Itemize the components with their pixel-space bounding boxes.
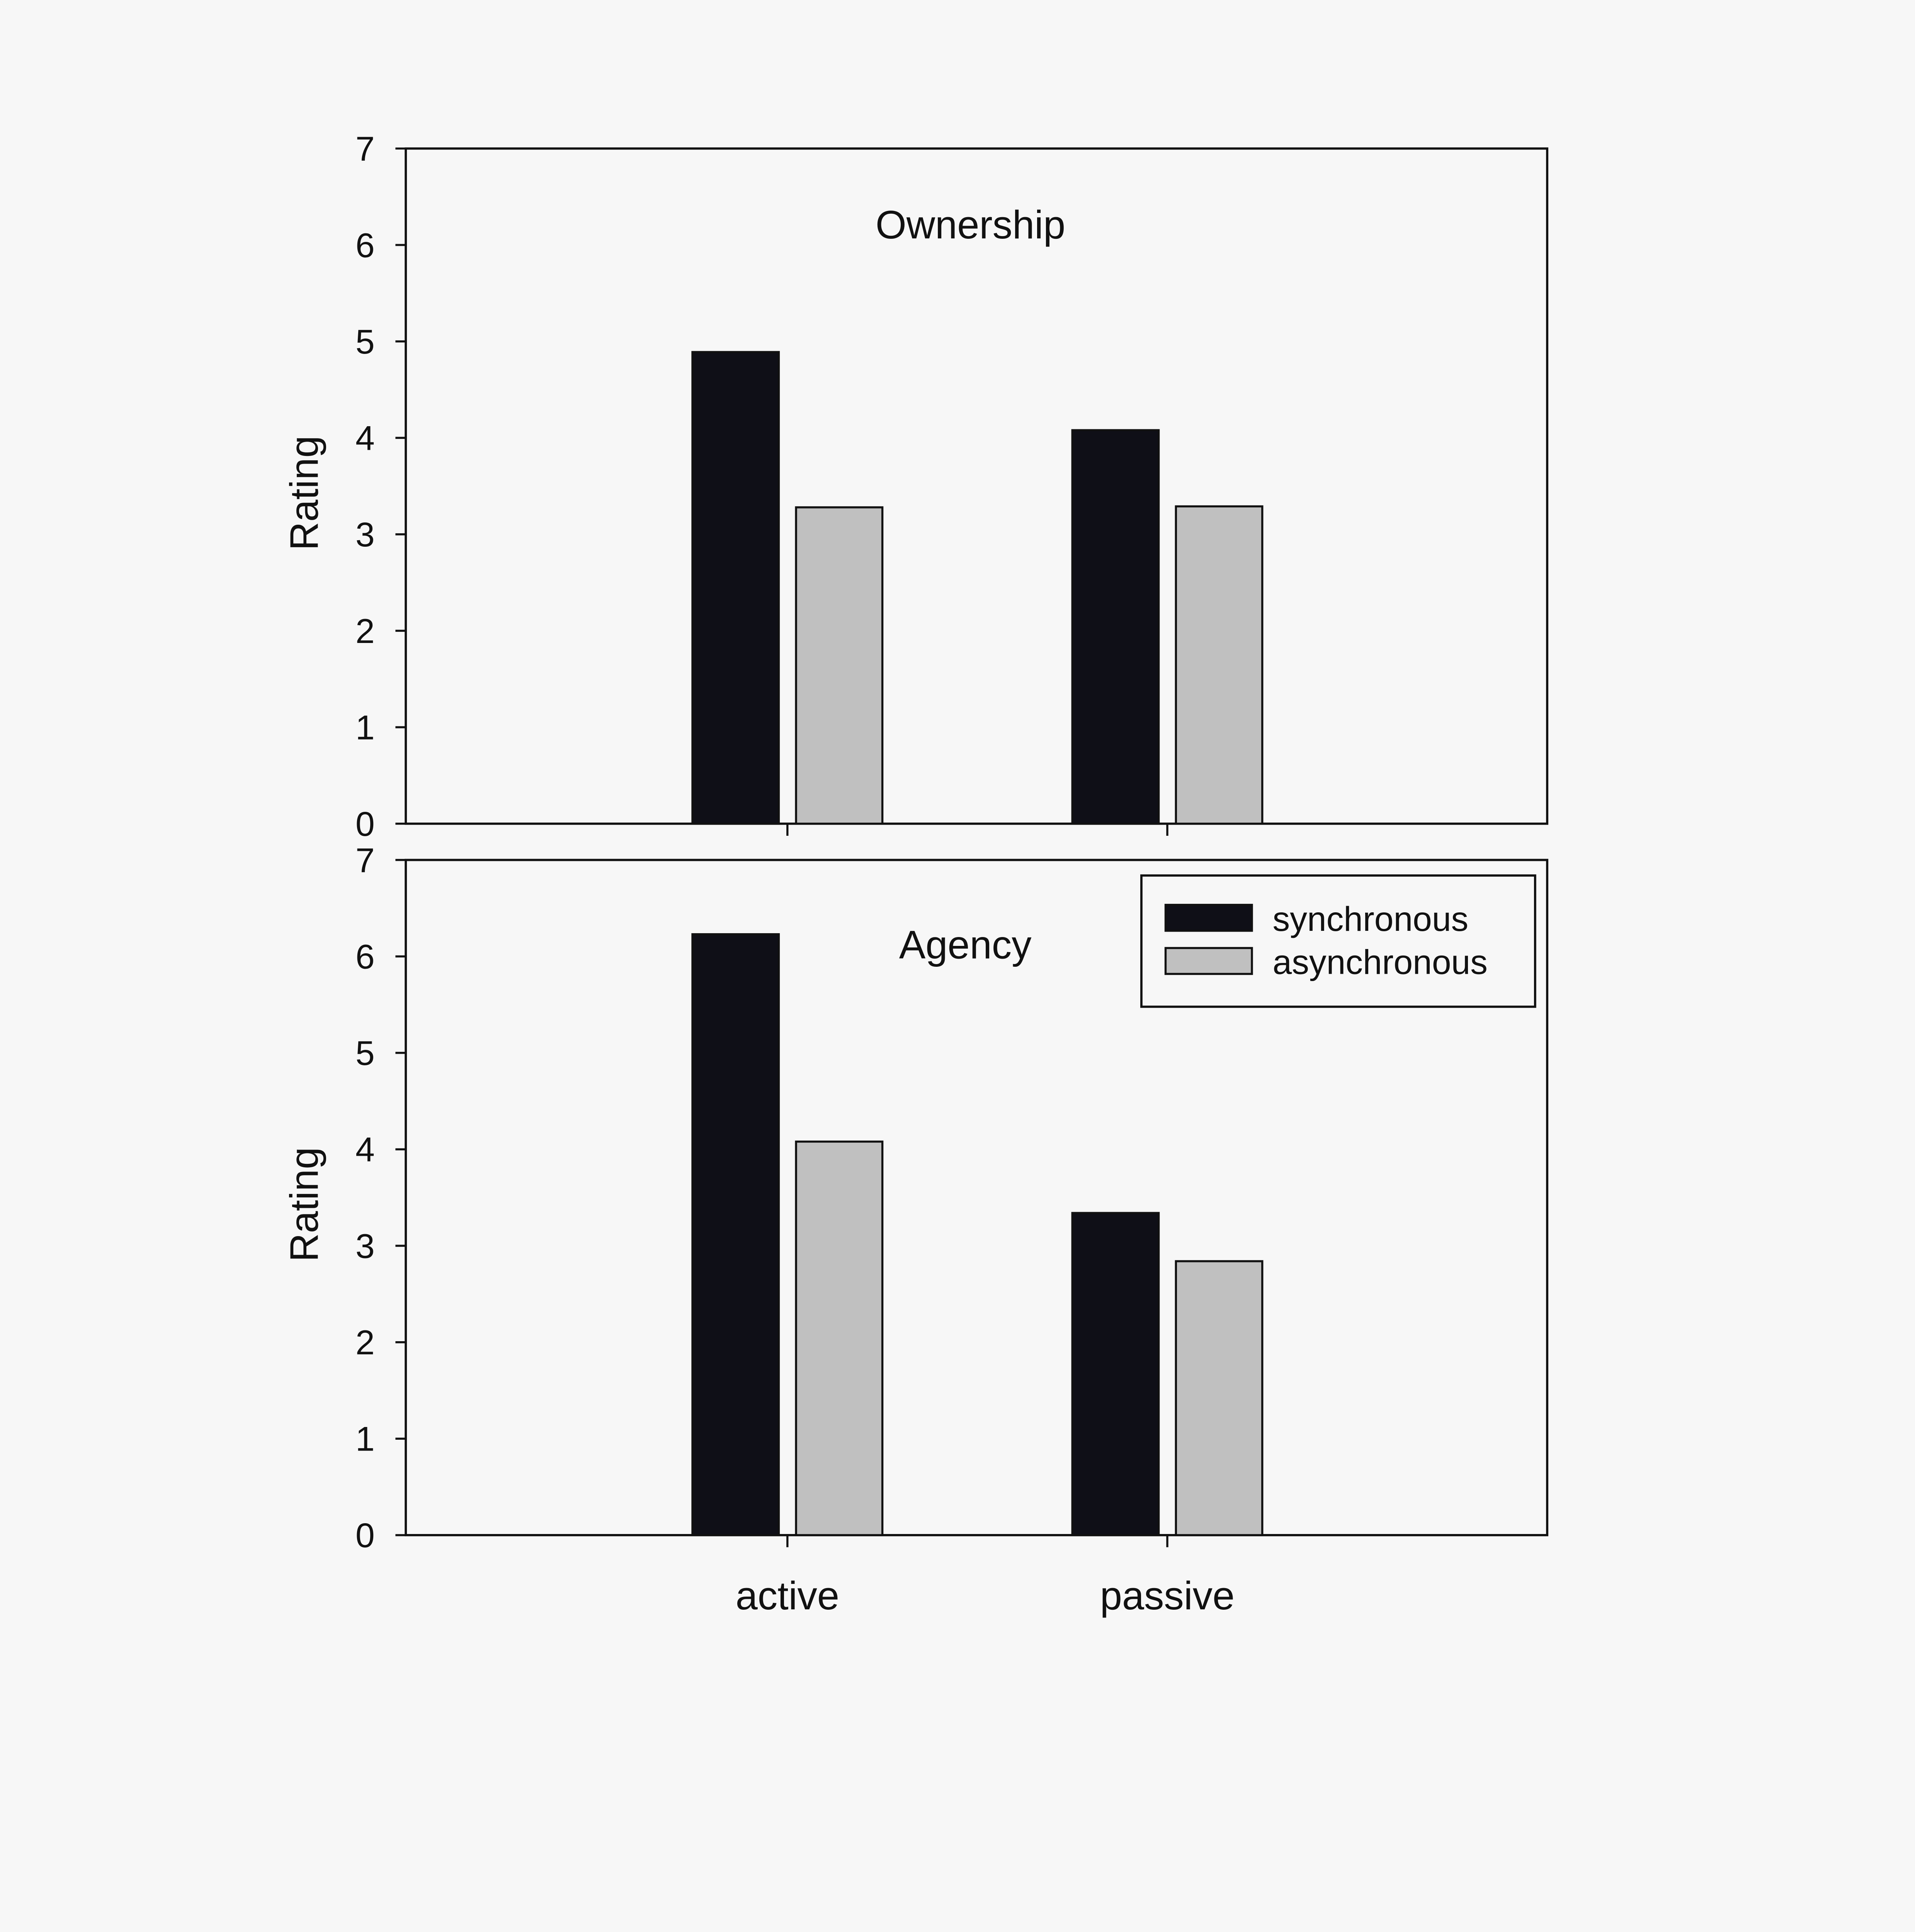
figure: 0 1 2 3 4 5 6 7 Rating Ownership 0 1 2 3 4 5 6 7 Rating Age… bbox=[282, 129, 1549, 1618]
bar-asynchronous-passive bbox=[1175, 505, 1264, 825]
y-tick-label: 4 bbox=[355, 419, 375, 457]
y-tick-label: 7 bbox=[355, 841, 375, 879]
y-axis-label: Rating bbox=[282, 1147, 326, 1262]
plot-frame bbox=[405, 859, 1549, 1536]
panel-title: Ownership bbox=[876, 202, 1065, 247]
y-tick-label: 2 bbox=[355, 612, 375, 650]
y-tick-label: 3 bbox=[355, 515, 375, 554]
panel-title: Agency bbox=[899, 922, 1032, 967]
legend-label-synchronous: synchronous bbox=[1273, 900, 1469, 938]
y-tick-label: 0 bbox=[355, 804, 375, 843]
y-tick-label: 5 bbox=[355, 1034, 375, 1072]
bar-asynchronous-active bbox=[795, 506, 884, 825]
y-tick-label: 1 bbox=[355, 708, 375, 747]
plot-frame bbox=[405, 147, 1549, 825]
bar-synchronous-passive bbox=[1071, 429, 1160, 825]
legend-swatch-synchronous bbox=[1164, 904, 1253, 932]
y-tick-label: 7 bbox=[355, 129, 375, 168]
bar-synchronous-active bbox=[691, 933, 780, 1536]
bar-asynchronous-active bbox=[795, 1140, 884, 1536]
chart-svg: 0 1 2 3 4 5 6 7 Rating Ownership 0 1 2 3 4 5 6 7 Rating Age… bbox=[282, 129, 1549, 1618]
y-tick-label: 4 bbox=[355, 1130, 375, 1169]
x-tick-label: active bbox=[736, 1573, 839, 1618]
y-tick-label: 3 bbox=[355, 1226, 375, 1265]
bar-synchronous-passive bbox=[1071, 1212, 1160, 1536]
legend-box bbox=[1140, 874, 1536, 1008]
legend-label-asynchronous: asynchronous bbox=[1273, 943, 1488, 981]
bar-synchronous-active bbox=[691, 351, 780, 825]
legend-swatch-asynchronous bbox=[1164, 947, 1253, 975]
y-axis-label: Rating bbox=[282, 435, 326, 550]
y-tick-label: 6 bbox=[355, 226, 375, 264]
y-tick-label: 6 bbox=[355, 937, 375, 976]
y-tick-label: 0 bbox=[355, 1516, 375, 1554]
y-tick-label: 5 bbox=[355, 322, 375, 361]
y-tick-label: 2 bbox=[355, 1323, 375, 1362]
y-tick-label: 1 bbox=[355, 1420, 375, 1458]
x-tick-label: passive bbox=[1100, 1573, 1235, 1618]
bar-asynchronous-passive bbox=[1175, 1260, 1264, 1536]
